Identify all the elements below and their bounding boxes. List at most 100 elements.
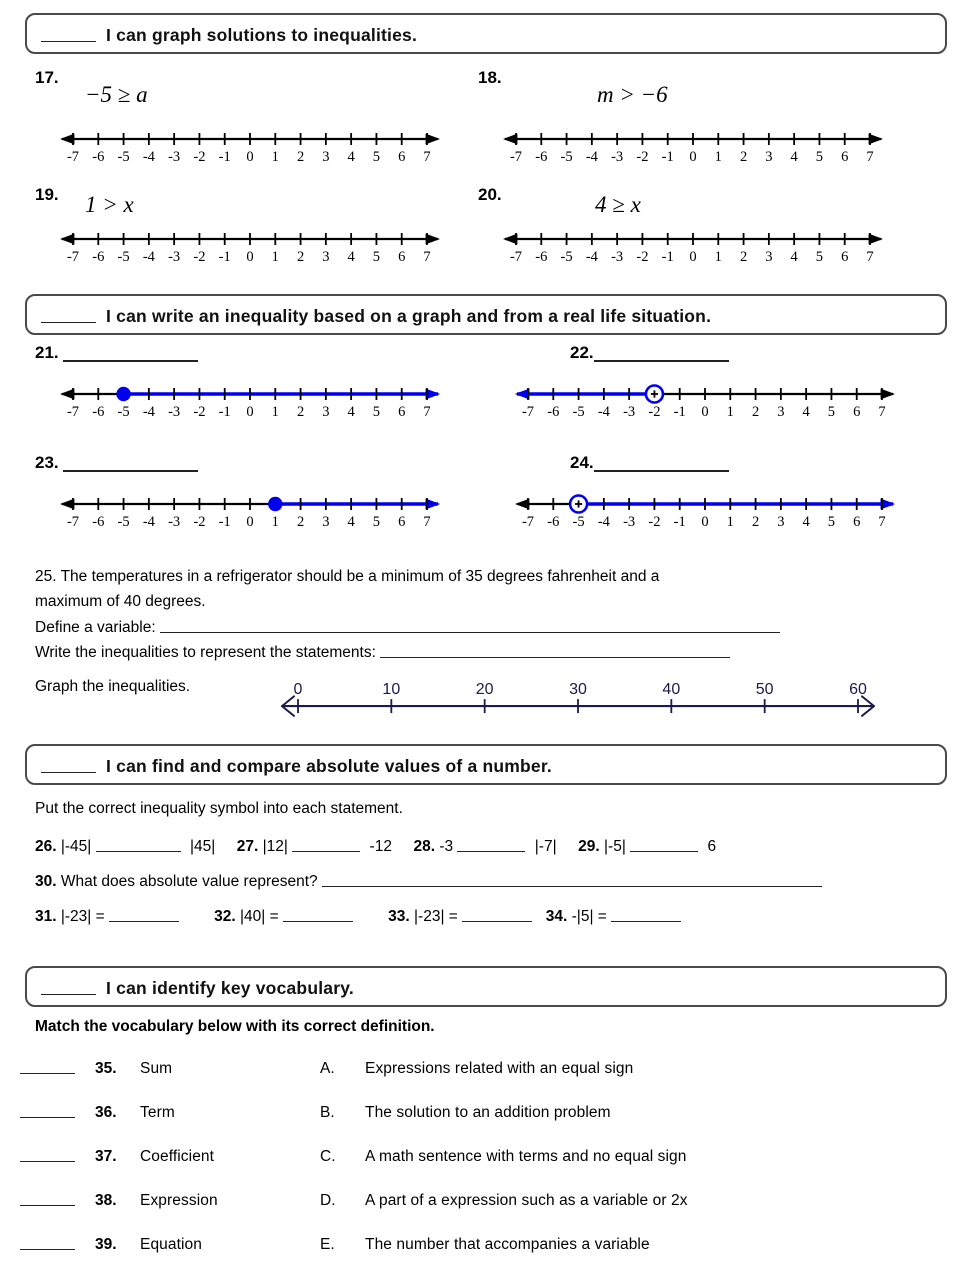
svg-text:-1: -1 [662, 249, 674, 265]
svg-text:0: 0 [689, 149, 696, 165]
svg-text:5: 5 [373, 404, 380, 420]
svg-text:4: 4 [803, 404, 811, 420]
svg-text:-2: -2 [193, 514, 205, 530]
svg-text:0: 0 [246, 149, 253, 165]
svg-text:-1: -1 [219, 249, 231, 265]
svg-text:7: 7 [423, 149, 430, 165]
svg-text:-4: -4 [143, 149, 156, 165]
svg-text:-3: -3 [168, 249, 180, 265]
svg-text:60: 60 [849, 681, 867, 698]
svg-text:-7: -7 [522, 514, 534, 530]
svg-text:-5: -5 [573, 404, 585, 420]
svg-text:40: 40 [662, 681, 680, 698]
svg-text:10: 10 [382, 681, 400, 698]
svg-text:-6: -6 [547, 514, 559, 530]
svg-text:4: 4 [348, 249, 356, 265]
svg-text:-4: -4 [598, 404, 611, 420]
svg-text:3: 3 [322, 404, 329, 420]
svg-text:5: 5 [373, 249, 380, 265]
svg-text:3: 3 [777, 514, 784, 530]
svg-text:0: 0 [294, 681, 303, 698]
svg-text:-2: -2 [648, 514, 660, 530]
svg-text:-5: -5 [118, 404, 130, 420]
svg-text:4: 4 [791, 149, 799, 165]
svg-text:5: 5 [373, 149, 380, 165]
svg-text:30: 30 [569, 681, 587, 698]
svg-text:-3: -3 [168, 514, 180, 530]
svg-text:7: 7 [423, 249, 430, 265]
svg-text:7: 7 [423, 404, 430, 420]
svg-text:50: 50 [756, 681, 774, 698]
svg-text:-7: -7 [510, 149, 522, 165]
svg-text:3: 3 [322, 249, 329, 265]
svg-text:-5: -5 [118, 514, 130, 530]
svg-text:-2: -2 [636, 249, 648, 265]
svg-text:4: 4 [348, 149, 356, 165]
svg-text:-5: -5 [561, 149, 573, 165]
svg-text:-4: -4 [598, 514, 611, 530]
svg-text:-4: -4 [143, 514, 156, 530]
svg-text:-3: -3 [611, 249, 623, 265]
svg-text:1: 1 [272, 149, 279, 165]
svg-text:-3: -3 [168, 149, 180, 165]
svg-text:3: 3 [765, 249, 772, 265]
svg-text:1: 1 [272, 514, 279, 530]
svg-text:2: 2 [297, 404, 304, 420]
svg-text:-1: -1 [674, 514, 686, 530]
svg-text:6: 6 [398, 149, 405, 165]
svg-text:3: 3 [322, 514, 329, 530]
svg-text:-1: -1 [219, 404, 231, 420]
svg-text:5: 5 [828, 404, 835, 420]
svg-text:6: 6 [841, 249, 848, 265]
svg-text:0: 0 [701, 514, 708, 530]
svg-text:-6: -6 [547, 404, 559, 420]
svg-text:-6: -6 [535, 149, 547, 165]
svg-text:-1: -1 [219, 514, 231, 530]
svg-text:-3: -3 [623, 514, 635, 530]
svg-text:-5: -5 [118, 249, 130, 265]
svg-text:-5: -5 [118, 149, 130, 165]
svg-text:-2: -2 [648, 404, 660, 420]
svg-text:-1: -1 [674, 404, 686, 420]
svg-text:0: 0 [246, 404, 253, 420]
svg-text:4: 4 [348, 514, 356, 530]
svg-text:-4: -4 [143, 404, 156, 420]
svg-text:1: 1 [715, 249, 722, 265]
svg-text:-7: -7 [522, 404, 534, 420]
svg-text:2: 2 [740, 249, 747, 265]
svg-text:-2: -2 [193, 249, 205, 265]
svg-text:7: 7 [866, 249, 873, 265]
svg-text:1: 1 [727, 514, 734, 530]
svg-text:-2: -2 [193, 149, 205, 165]
svg-text:-6: -6 [92, 249, 104, 265]
svg-text:7: 7 [878, 514, 885, 530]
svg-text:-3: -3 [623, 404, 635, 420]
svg-text:2: 2 [297, 149, 304, 165]
svg-text:5: 5 [816, 249, 823, 265]
svg-text:2: 2 [752, 514, 759, 530]
svg-text:1: 1 [272, 249, 279, 265]
svg-text:4: 4 [791, 249, 799, 265]
svg-text:7: 7 [866, 149, 873, 165]
svg-text:6: 6 [398, 404, 405, 420]
svg-text:0: 0 [246, 249, 253, 265]
svg-text:-4: -4 [586, 249, 599, 265]
svg-text:-3: -3 [168, 404, 180, 420]
svg-text:2: 2 [297, 249, 304, 265]
svg-text:-4: -4 [586, 149, 599, 165]
svg-text:-5: -5 [573, 514, 585, 530]
svg-text:5: 5 [373, 514, 380, 530]
svg-text:3: 3 [777, 404, 784, 420]
svg-text:-7: -7 [67, 404, 79, 420]
svg-text:-7: -7 [67, 514, 79, 530]
svg-text:-5: -5 [561, 249, 573, 265]
svg-text:6: 6 [398, 249, 405, 265]
svg-text:2: 2 [752, 404, 759, 420]
svg-text:-2: -2 [193, 404, 205, 420]
svg-text:0: 0 [246, 514, 253, 530]
svg-text:4: 4 [348, 404, 356, 420]
svg-text:-6: -6 [92, 149, 104, 165]
svg-text:6: 6 [398, 514, 405, 530]
svg-text:2: 2 [740, 149, 747, 165]
svg-text:5: 5 [828, 514, 835, 530]
